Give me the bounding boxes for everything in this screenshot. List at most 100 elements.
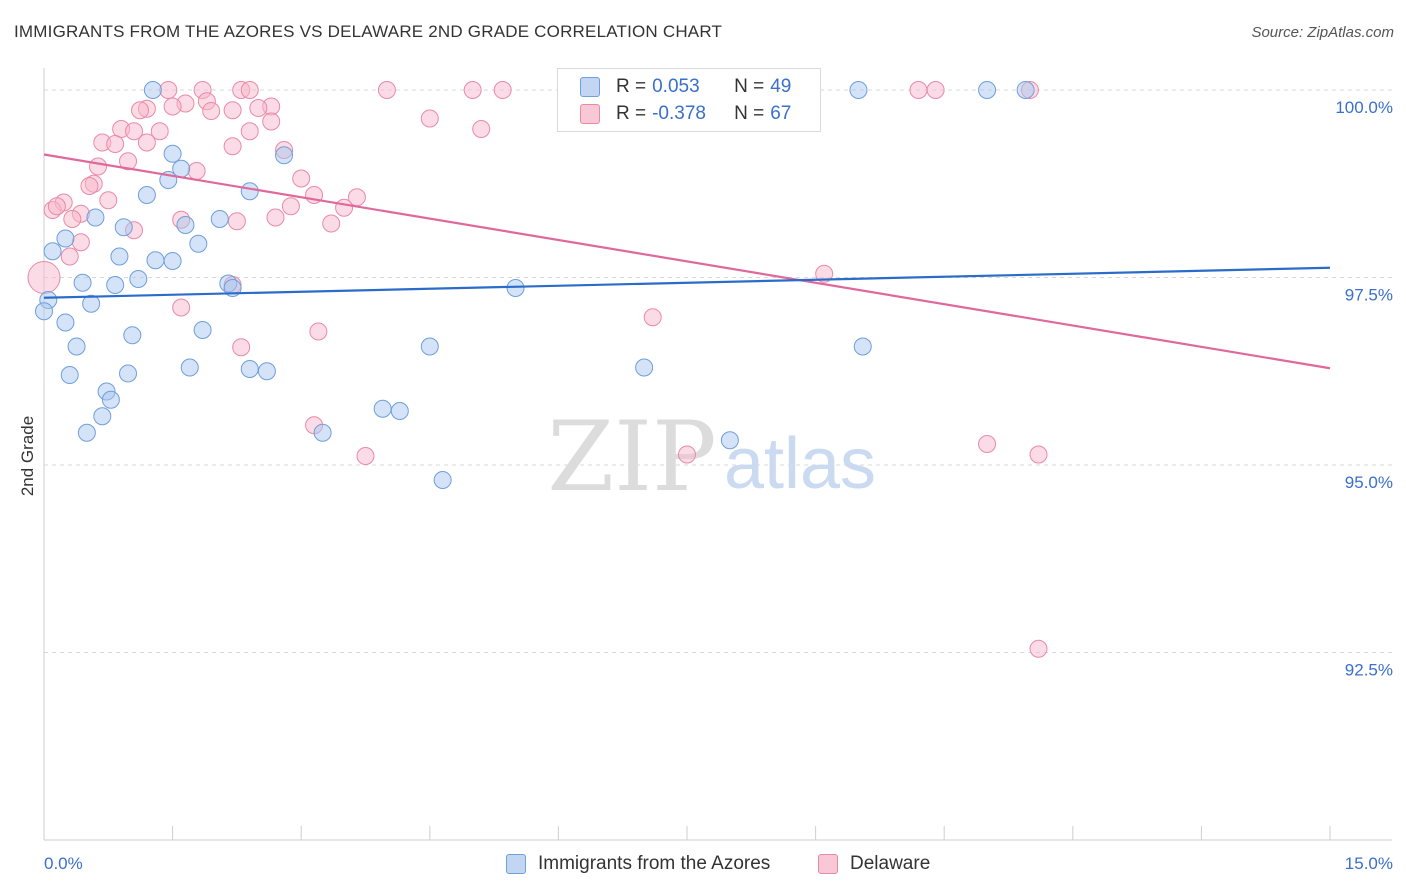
delaware-point [926,81,945,99]
bottom-legend-swatch-azores [506,854,526,874]
delaware-point [463,81,482,99]
azores-point [143,81,162,99]
chart-title: IMMIGRANTS FROM THE AZORES VS DELAWARE 2… [14,22,723,41]
delaware-point [227,212,246,231]
legend-row-delaware: R = -0.378 N = 67 [580,102,809,126]
azores-point [123,326,142,345]
delaware-trend-line [43,153,1331,370]
azores-point [163,252,182,270]
delaware-point [223,101,242,120]
delaware-point [978,435,997,453]
azores-point [101,390,120,409]
azores-point [373,399,392,418]
delaware-point [240,81,259,99]
y-tick-label: 92.5% [1345,661,1393,680]
delaware-point [322,214,341,233]
delaware-point [678,445,696,464]
azores-point [275,146,294,165]
bottom-legend-label-azores: Immigrants from the Azores [538,853,771,874]
delaware-point [131,101,150,120]
azores-point [176,216,195,234]
azores-point [114,218,133,237]
delaware-point [159,81,178,99]
delaware-point [99,191,118,210]
delaware-point [643,308,662,327]
bottom-legend-delaware: Delaware [818,852,930,876]
azores-point [193,321,212,339]
azores-point [56,229,75,248]
azores-point [129,270,148,288]
stats-legend: R = 0.053 N = 49 R = -0.378 N = 67 [557,68,821,132]
azores-point [73,273,92,292]
azores-point [77,423,96,442]
azores-point [110,247,129,266]
delaware-point [150,122,169,141]
delaware-point [106,135,125,153]
azores-point [35,302,53,321]
legend-r-value: 0.053 [652,76,700,97]
azores-point [163,144,182,163]
delaware-point [356,447,375,465]
delaware-point [266,208,285,227]
bottom-legend-label-delaware: Delaware [850,853,931,874]
delaware-point [137,133,156,152]
azores-point [137,186,156,204]
legend-r-value: -0.378 [652,103,706,124]
x-tick-label: 15.0% [1345,854,1393,873]
azores-point [390,402,409,420]
watermark-atlas: atlas [724,424,876,504]
delaware-point [909,81,928,99]
azores-point [313,423,332,442]
legend-n-value: 49 [770,76,792,97]
azores-point [635,358,654,377]
delaware-point [27,261,61,294]
azores-point [67,337,86,356]
azores-point [86,208,105,227]
azores-point [433,471,452,489]
legend-row-azores: R = 0.053 N = 49 [580,75,809,99]
x-tick-label: 0.0% [44,854,83,873]
legend-n-label: N = [734,76,765,97]
delaware-point [119,152,138,171]
delaware-point [377,81,396,99]
delaware-point [47,197,66,216]
azores-point [210,210,229,228]
delaware-point [60,247,79,266]
legend-swatch-delaware [580,104,600,124]
bottom-legend-swatch-delaware [818,854,838,874]
azores-point [978,81,997,99]
legend-r-label: R = [616,103,647,124]
delaware-point [262,112,281,131]
delaware-point [292,169,311,188]
azores-point [60,366,79,384]
azores-point [1016,81,1035,99]
azores-point [43,242,62,261]
azores-point [849,81,868,99]
source-credit: Source: ZipAtlas.com [1251,24,1394,41]
azores-trend-line [43,266,1331,299]
delaware-point [172,298,191,317]
legend-n-label: N = [734,103,765,124]
legend-swatch-azores [580,77,600,97]
azores-points [35,81,1035,489]
delaware-point [1029,445,1048,464]
trend-lines [43,153,1331,370]
delaware-point [309,322,328,341]
azores-point [82,294,101,313]
delaware-point [232,338,251,357]
delaware-point [493,81,512,99]
delaware-point [89,157,108,176]
legend-r-label: R = [616,76,647,97]
azores-point [853,337,872,356]
delaware-point [163,97,182,116]
delaware-point [472,120,491,138]
delaware-point [1029,639,1048,658]
azores-point [93,407,112,426]
azores-point [240,182,259,201]
azores-point [106,276,125,294]
axes [43,68,1392,841]
delaware-point [63,210,82,228]
legend-n-value: 67 [770,103,792,124]
delaware-point [187,162,206,180]
